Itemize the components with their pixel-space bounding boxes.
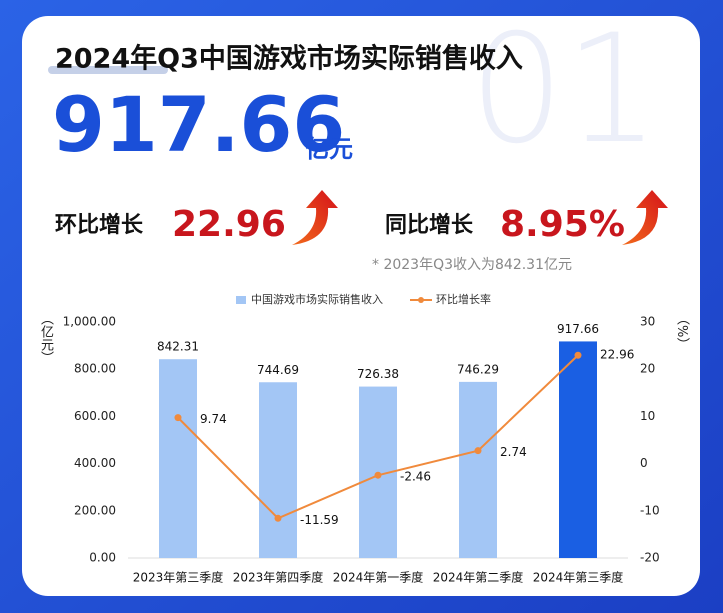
legend-swatch bbox=[236, 296, 246, 304]
bar-value-label: 726.38 bbox=[357, 367, 399, 381]
bar bbox=[459, 381, 497, 558]
title-underline bbox=[48, 66, 168, 74]
line-value-label: 22.96 bbox=[600, 348, 634, 362]
watermark: 01 bbox=[469, 3, 660, 177]
big-number: 917.66 bbox=[52, 80, 345, 169]
y2-tick-label: -20 bbox=[640, 551, 660, 565]
line-point bbox=[174, 414, 182, 422]
bar bbox=[159, 359, 197, 558]
y-tick-label: 0.00 bbox=[89, 551, 116, 565]
legend-label: 环比增长率 bbox=[436, 292, 491, 306]
legend-label: 中国游戏市场实际销售收入 bbox=[251, 292, 383, 306]
y2-tick-label: 20 bbox=[640, 362, 655, 376]
line-value-label: 2.74 bbox=[500, 445, 527, 459]
line-point bbox=[274, 514, 282, 522]
x-tick-label: 2024年第二季度 bbox=[433, 570, 524, 585]
up-arrow bbox=[622, 190, 668, 245]
y-tick-label: 600.00 bbox=[74, 409, 116, 423]
line-point bbox=[574, 351, 582, 359]
line-point bbox=[474, 447, 482, 455]
y-tick-label: 200.00 bbox=[74, 503, 116, 517]
y-tick-label: 1,000.00 bbox=[63, 315, 116, 329]
mom-value: 22.96 bbox=[172, 204, 286, 245]
bar bbox=[559, 341, 597, 558]
up-arrow bbox=[292, 190, 338, 245]
line-value-label: -11.59 bbox=[300, 513, 339, 527]
title: 2024年Q3中国游戏市场实际销售收入 bbox=[55, 43, 523, 75]
bar-value-label: 744.69 bbox=[257, 363, 299, 377]
yoy-value: 8.95% bbox=[500, 204, 625, 245]
y-tick-label: 800.00 bbox=[74, 362, 116, 376]
y-axis-title: （亿元） bbox=[38, 312, 53, 364]
mom-label: 环比增长 bbox=[55, 212, 144, 238]
line-value-label: 9.74 bbox=[200, 412, 227, 426]
y2-tick-label: 30 bbox=[640, 315, 655, 329]
bar-value-label: 917.66 bbox=[557, 322, 599, 336]
y2-tick-label: 0 bbox=[640, 456, 648, 470]
x-tick-label: 2023年第三季度 bbox=[133, 570, 224, 585]
y2-tick-label: -10 bbox=[640, 503, 660, 517]
y2-axis-title: （%） bbox=[674, 312, 689, 351]
chart: 0.00 200.00 400.00 600.00 800.00 1,000.00 -20 -… bbox=[63, 292, 660, 585]
line-value-label: -2.46 bbox=[400, 470, 431, 484]
bar-value-label: 842.31 bbox=[157, 340, 199, 354]
x-tick-label: 2024年第一季度 bbox=[333, 570, 424, 585]
bar bbox=[259, 382, 297, 558]
line-point bbox=[374, 471, 382, 479]
bar-value-label: 746.29 bbox=[457, 362, 499, 376]
y-tick-label: 400.00 bbox=[74, 456, 116, 470]
legend-swatch bbox=[418, 297, 424, 303]
note: * 2023年Q3收入为842.31亿元 bbox=[372, 257, 572, 273]
x-tick-label: 2024年第三季度 bbox=[533, 570, 624, 585]
big-unit: 亿元 bbox=[305, 135, 353, 163]
y2-tick-label: 10 bbox=[640, 409, 655, 423]
yoy-label: 同比增长 bbox=[385, 212, 474, 238]
x-tick-label: 2023年第四季度 bbox=[233, 570, 324, 585]
